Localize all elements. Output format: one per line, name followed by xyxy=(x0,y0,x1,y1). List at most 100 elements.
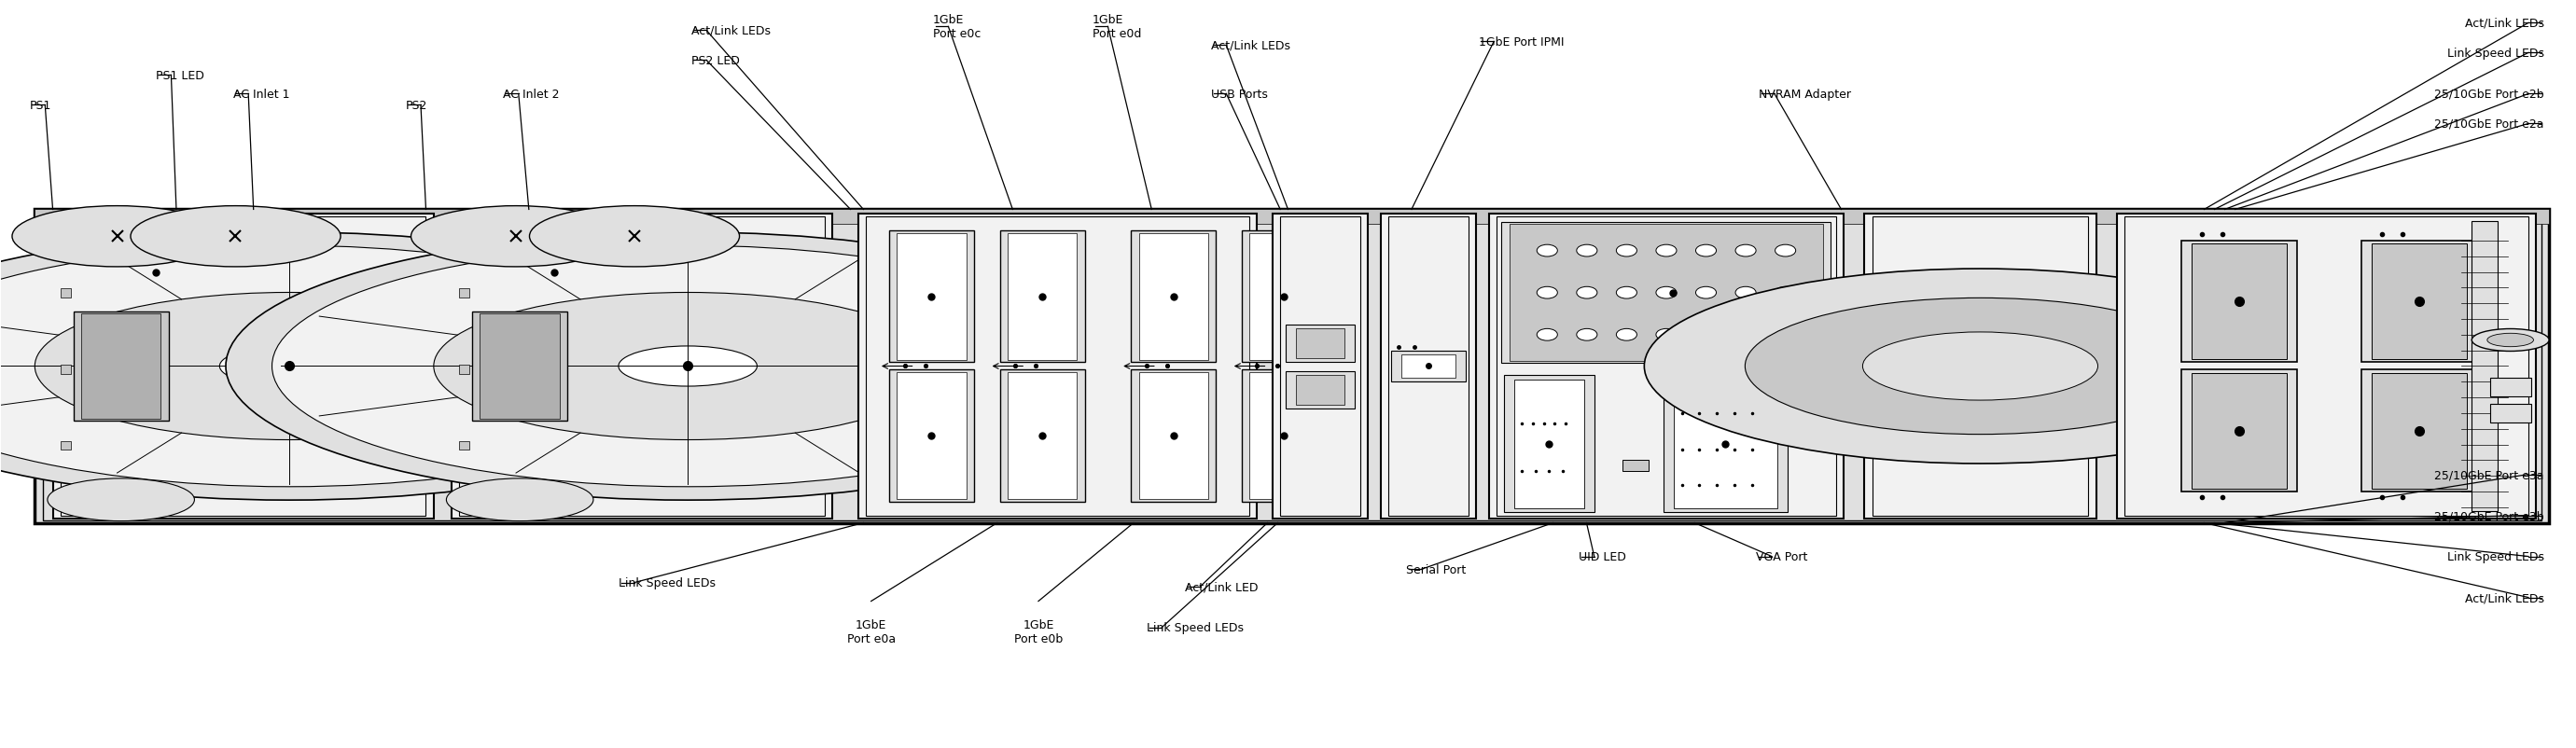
Bar xyxy=(2117,215,2537,518)
Circle shape xyxy=(2473,329,2550,352)
Bar xyxy=(1623,460,1649,471)
Bar xyxy=(896,373,966,500)
Bar xyxy=(1497,217,1837,516)
Text: Serial Port: Serial Port xyxy=(1406,563,1466,575)
Circle shape xyxy=(412,206,621,267)
Ellipse shape xyxy=(1736,287,1757,299)
Ellipse shape xyxy=(1577,329,1597,341)
Text: 1GbE
Port e0d: 1GbE Port e0d xyxy=(1092,14,1141,40)
Bar xyxy=(1285,372,1355,409)
Text: PS2: PS2 xyxy=(404,99,428,111)
Bar xyxy=(1515,380,1584,508)
Bar xyxy=(1489,215,1844,518)
Ellipse shape xyxy=(1695,329,1716,341)
Ellipse shape xyxy=(1736,329,1757,341)
Bar xyxy=(80,314,160,419)
Bar xyxy=(59,441,70,450)
Bar xyxy=(2491,378,2532,396)
Bar xyxy=(33,210,2550,225)
Bar xyxy=(2372,373,2468,489)
Ellipse shape xyxy=(1538,245,1558,257)
Bar xyxy=(2362,370,2478,492)
Circle shape xyxy=(618,346,757,387)
Circle shape xyxy=(531,206,739,267)
Text: 25/10GbE Port e3a: 25/10GbE Port e3a xyxy=(2434,468,2545,481)
Text: USB Ports: USB Ports xyxy=(1211,88,1267,100)
Ellipse shape xyxy=(1615,245,1636,257)
Bar xyxy=(1007,373,1077,500)
Text: 1GbE Port IPMI: 1GbE Port IPMI xyxy=(1479,36,1564,49)
Text: VGA Port: VGA Port xyxy=(1757,551,1808,562)
Text: PS2 LED: PS2 LED xyxy=(690,55,739,67)
Bar xyxy=(1401,355,1455,378)
Text: 1GbE
Port e0c: 1GbE Port e0c xyxy=(933,14,981,40)
Ellipse shape xyxy=(1775,287,1795,299)
Ellipse shape xyxy=(1615,329,1636,341)
Bar xyxy=(889,231,974,363)
Text: 25/10GbE Port e2a: 25/10GbE Port e2a xyxy=(2434,118,2545,130)
Bar xyxy=(1381,215,1476,518)
Text: 1GbE
Port e0b: 1GbE Port e0b xyxy=(1015,618,1064,644)
Ellipse shape xyxy=(1656,245,1677,257)
Bar xyxy=(2192,373,2287,489)
Bar xyxy=(1296,329,1345,359)
Bar xyxy=(1139,373,1208,500)
Bar xyxy=(1007,233,1077,361)
Text: NVRAM Adapter: NVRAM Adapter xyxy=(1759,88,1852,100)
Bar xyxy=(1674,380,1777,508)
Bar xyxy=(459,365,469,374)
Bar xyxy=(59,289,70,298)
Bar xyxy=(2192,244,2287,360)
Circle shape xyxy=(2488,334,2535,347)
Bar xyxy=(1664,375,1788,512)
Bar xyxy=(1873,217,2089,516)
Circle shape xyxy=(446,479,592,521)
Circle shape xyxy=(273,246,1103,487)
Bar xyxy=(2125,217,2530,516)
Ellipse shape xyxy=(1538,329,1558,341)
Circle shape xyxy=(1862,332,2097,401)
Text: Link Speed LEDs: Link Speed LEDs xyxy=(2447,47,2545,60)
Bar xyxy=(1242,370,1327,502)
Circle shape xyxy=(1744,298,2215,435)
Text: Act/Link LEDs: Act/Link LEDs xyxy=(2465,592,2545,604)
Bar xyxy=(2473,222,2499,511)
Bar xyxy=(1131,370,1216,502)
Bar xyxy=(1865,215,2097,518)
Bar xyxy=(459,217,824,516)
Text: AC Inlet 2: AC Inlet 2 xyxy=(502,88,559,100)
Bar xyxy=(2182,370,2298,492)
Bar xyxy=(59,365,70,374)
Text: PS1 LED: PS1 LED xyxy=(155,70,204,82)
Ellipse shape xyxy=(1775,245,1795,257)
Text: Link Speed LEDs: Link Speed LEDs xyxy=(2447,551,2545,562)
Ellipse shape xyxy=(1656,287,1677,299)
Bar xyxy=(999,370,1084,502)
Bar xyxy=(2362,241,2478,363)
Circle shape xyxy=(433,293,943,440)
Circle shape xyxy=(13,206,222,267)
Ellipse shape xyxy=(1695,245,1716,257)
Ellipse shape xyxy=(1615,287,1636,299)
Circle shape xyxy=(227,233,1149,500)
Bar xyxy=(1285,325,1355,363)
Ellipse shape xyxy=(1577,245,1597,257)
Text: UID LED: UID LED xyxy=(1579,551,1625,562)
Bar xyxy=(2182,241,2298,363)
Text: 25/10GbE Port e3b: 25/10GbE Port e3b xyxy=(2434,509,2545,521)
Bar xyxy=(41,212,2543,521)
Bar xyxy=(1242,231,1327,363)
Bar xyxy=(1280,217,1360,516)
Bar xyxy=(858,215,1257,518)
Circle shape xyxy=(0,233,750,500)
Text: Act/Link LED: Act/Link LED xyxy=(1185,580,1257,592)
Bar xyxy=(479,314,559,419)
Ellipse shape xyxy=(1656,329,1677,341)
Bar xyxy=(1249,373,1319,500)
Text: Link Speed LEDs: Link Speed LEDs xyxy=(1146,622,1244,634)
Bar xyxy=(889,370,974,502)
Bar xyxy=(2491,404,2532,423)
Circle shape xyxy=(0,246,706,487)
Bar xyxy=(1296,375,1345,405)
Bar xyxy=(2372,244,2468,360)
